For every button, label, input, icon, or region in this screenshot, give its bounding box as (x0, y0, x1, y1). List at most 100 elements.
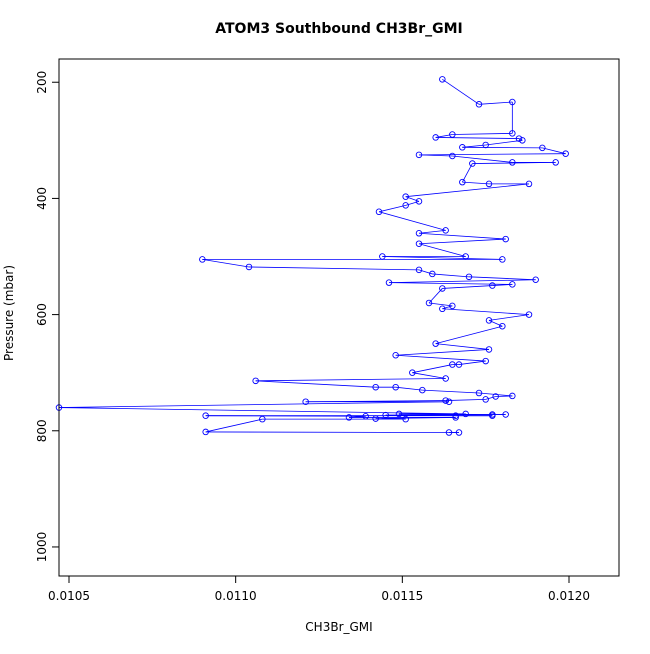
data-point-marker (415, 198, 423, 205)
data-point-marker (395, 410, 403, 418)
data-point-marker (475, 101, 483, 108)
chart-title: ATOM3 Southbound CH3Br_GMI (215, 21, 462, 37)
series-line-segment (462, 144, 486, 148)
series-line-segment (435, 137, 520, 139)
data-point-marker (452, 412, 459, 419)
y-axis-label: Pressure (mbar) (2, 265, 16, 361)
data-point-marker (439, 305, 446, 313)
series-line-segment (405, 183, 530, 198)
data-point-marker (552, 159, 559, 166)
series-line-segment (442, 305, 453, 310)
data-point-marker (379, 253, 386, 260)
data-point-marker (532, 276, 539, 283)
series-line-segment (542, 147, 566, 155)
data-point-marker (252, 377, 259, 385)
data-point-marker (492, 393, 499, 400)
data-point-marker (402, 415, 409, 423)
data-point-marker (439, 76, 446, 83)
series-line-segment (378, 204, 406, 213)
series-line-segment (59, 407, 466, 415)
series-line-segment (485, 139, 523, 146)
y-tick-label: 400 (35, 187, 49, 210)
series-line-segment (492, 283, 513, 286)
data-point-marker (499, 322, 506, 330)
data-point-marker (385, 279, 393, 286)
series-line-segment (418, 269, 433, 275)
data-point-marker (459, 178, 466, 186)
series-line-segment (472, 162, 556, 164)
data-point-marker (415, 266, 423, 274)
data-point-marker (482, 396, 489, 403)
series-line-segment (418, 232, 506, 240)
series-line-segment (395, 349, 490, 356)
series-line-segment (458, 360, 486, 365)
data-point-marker (202, 428, 209, 436)
series-line-segment (382, 256, 503, 260)
series-line-segment (428, 302, 453, 307)
data-point-marker (425, 299, 433, 307)
data-point-marker (485, 317, 493, 324)
data-point-marker (362, 413, 369, 420)
x-tick-label: 0.0105 (48, 589, 90, 603)
data-point-marker (455, 429, 463, 436)
series-line-segment (405, 196, 420, 202)
data-point-marker (489, 282, 496, 289)
data-point-marker (202, 412, 209, 419)
data-point-marker (455, 361, 463, 368)
data-point-marker (442, 375, 449, 382)
series-line-segment (375, 417, 456, 419)
series-line-segment (395, 354, 486, 362)
data-point-marker (525, 180, 533, 188)
y-tick-label: 200 (35, 71, 49, 94)
data-point-marker (502, 235, 509, 243)
data-point-marker (459, 144, 466, 151)
series-line-segment (418, 153, 566, 156)
data-point-marker (449, 361, 456, 368)
data-point-marker (419, 386, 426, 394)
series-line-segment (418, 238, 506, 245)
data-point-marker (539, 144, 546, 152)
data-point-marker (432, 340, 439, 347)
plot-frame (58, 58, 620, 577)
series-line-segment (418, 229, 446, 234)
series-line-segment (248, 266, 420, 271)
data-point-marker (449, 152, 456, 160)
y-tick-label: 600 (35, 303, 49, 326)
series-lines (59, 79, 566, 433)
data-point-marker (519, 137, 526, 144)
data-point-marker (452, 414, 459, 421)
data-point-marker (432, 134, 439, 141)
series-line-segment (395, 386, 423, 391)
data-point-marker (449, 302, 456, 310)
data-point-marker (415, 151, 423, 159)
series-line-segment (442, 285, 493, 289)
data-point-marker (429, 270, 436, 278)
x-axis-label: CH3Br_GMI (305, 620, 372, 634)
data-point-marker (482, 357, 489, 365)
data-point-marker (402, 193, 409, 200)
x-tick-label: 0.0110 (215, 589, 257, 603)
data-point-marker (245, 263, 253, 271)
series-line-segment (422, 389, 480, 394)
series-line-segment (485, 396, 496, 400)
series-line-segment (255, 380, 376, 388)
data-point-marker (509, 98, 516, 106)
series-line-segment (418, 154, 453, 157)
data-point-marker (372, 415, 379, 422)
data-point-marker (199, 256, 206, 263)
series-line-segment (488, 314, 530, 321)
data-point-marker (439, 285, 446, 292)
data-point-marker (409, 369, 416, 376)
series-line-segment (388, 279, 536, 284)
data-point-marker (562, 150, 569, 157)
data-point-marker (415, 240, 423, 247)
data-point-marker (515, 135, 523, 142)
series-line-segment (462, 181, 490, 185)
y-tick-label: 800 (35, 419, 49, 442)
series-line-segment (205, 431, 460, 433)
series-line-segment (478, 101, 513, 105)
series-line-segment (432, 273, 470, 278)
data-point-marker (469, 160, 476, 167)
data-point-marker (372, 383, 379, 391)
series-line-segment (461, 163, 473, 183)
